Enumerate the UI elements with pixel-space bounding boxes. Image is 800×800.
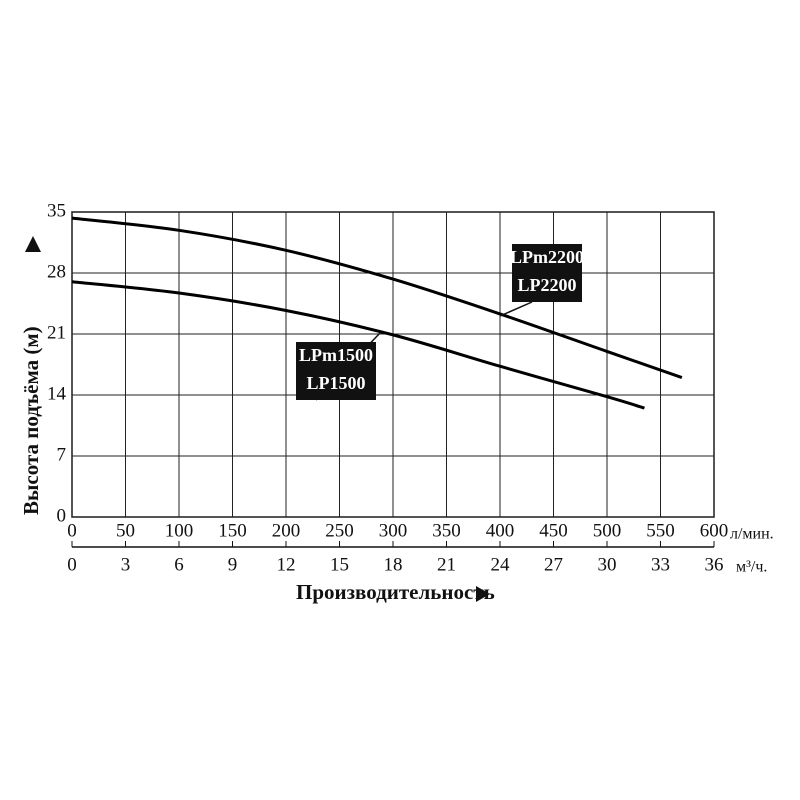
y-tick-label: 28 (47, 261, 66, 282)
x-tick-label: 200 (272, 520, 301, 541)
y-tick-label: 0 (57, 505, 67, 526)
label-box (296, 342, 376, 400)
x2-tick-label: 36 (705, 554, 724, 575)
x-tick-label: 600 (700, 520, 729, 541)
x-tick-label: 50 (116, 520, 135, 541)
x-axis-label: Производительность (296, 580, 495, 604)
x-tick-label: 400 (486, 520, 515, 541)
x2-tick-label: 30 (598, 554, 617, 575)
y-arrow (25, 236, 41, 252)
y-tick-label: 35 (47, 200, 66, 221)
x2-tick-label: 21 (437, 554, 456, 575)
y-tick-label: 21 (47, 322, 66, 343)
curve (71, 280, 645, 410)
x-tick-label: 0 (67, 520, 77, 541)
x2-tick-label: 6 (174, 554, 184, 575)
series-label: LPm1500 (299, 345, 373, 365)
x2-tick-label: 24 (491, 554, 511, 575)
x-tick-label: 550 (646, 520, 675, 541)
x-tick-label: 250 (325, 520, 354, 541)
x-tick-label: 500 (593, 520, 622, 541)
label-pointer (499, 301, 533, 317)
x-tick-label: 100 (165, 520, 194, 541)
x-tick-label: 350 (432, 520, 461, 541)
y-tick-label: 7 (57, 444, 67, 465)
x-tick-label: 450 (539, 520, 568, 541)
x2-tick-label: 12 (277, 554, 296, 575)
y-axis-label: Высота подъёма (м) (19, 326, 43, 515)
x-tick-label: 150 (218, 520, 247, 541)
x-unit: л/мин. (730, 526, 774, 543)
series-label: LP1500 (306, 373, 365, 393)
series-label: LPm2200 (510, 247, 584, 267)
y-tick-label: 14 (47, 383, 67, 404)
x-tick-label: 300 (379, 520, 408, 541)
series-label: LP2200 (517, 275, 576, 295)
x2-tick-label: 33 (651, 554, 670, 575)
label-box (512, 244, 582, 302)
x2-tick-label: 9 (228, 554, 238, 575)
x2-unit: м³/ч. (736, 559, 767, 576)
x-arrow (476, 586, 490, 602)
x2-tick-label: 27 (544, 554, 563, 575)
x2-tick-label: 3 (121, 554, 131, 575)
curve (71, 216, 683, 379)
x2-tick-label: 15 (330, 554, 349, 575)
x2-tick-label: 0 (67, 554, 77, 575)
x2-tick-label: 18 (384, 554, 403, 575)
